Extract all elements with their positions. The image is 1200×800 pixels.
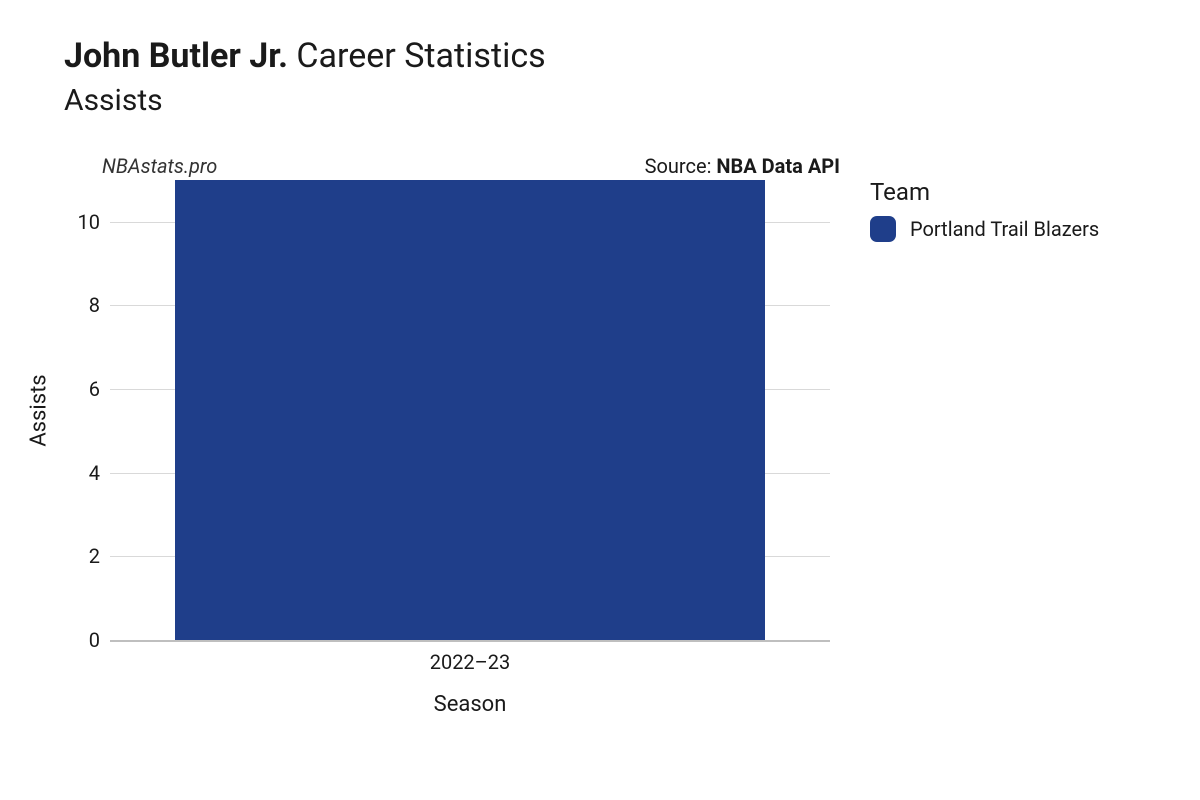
x-axis-title: Season: [110, 692, 830, 717]
source-label: Source: NBA Data API: [645, 154, 840, 178]
gridline: [110, 640, 830, 642]
legend: Team Portland Trail Blazers: [870, 178, 1170, 242]
y-tick-label: 10: [60, 210, 100, 234]
chart-title-block: John Butler Jr. Career Statistics Assist…: [64, 36, 546, 118]
chart-container: John Butler Jr. Career Statistics Assist…: [0, 0, 1200, 800]
legend-title: Team: [870, 178, 1170, 206]
y-axis-title-text: Assists: [27, 374, 52, 446]
y-tick-label: 6: [60, 377, 100, 401]
legend-swatch: [870, 216, 896, 242]
source-prefix: Source:: [645, 154, 717, 178]
y-tick-label: 2: [60, 544, 100, 568]
chart-subtitle: Assists: [64, 83, 546, 118]
x-tick-label: 2022–23: [430, 650, 511, 674]
y-axis-title: Assists: [24, 180, 54, 640]
y-tick-label: 4: [60, 461, 100, 485]
player-name: John Butler Jr.: [64, 36, 288, 76]
legend-item: Portland Trail Blazers: [870, 216, 1170, 242]
bar: [175, 180, 765, 640]
title-suffix: Career Statistics: [288, 36, 546, 76]
plot-area: NBAstats.pro Source: NBA Data API 024681…: [110, 180, 830, 640]
y-tick-label: 8: [60, 293, 100, 317]
legend-label: Portland Trail Blazers: [910, 217, 1099, 241]
source-name: NBA Data API: [716, 154, 840, 178]
y-tick-label: 0: [60, 628, 100, 652]
watermark-text: NBAstats.pro: [102, 154, 217, 178]
chart-title: John Butler Jr. Career Statistics: [64, 36, 546, 77]
